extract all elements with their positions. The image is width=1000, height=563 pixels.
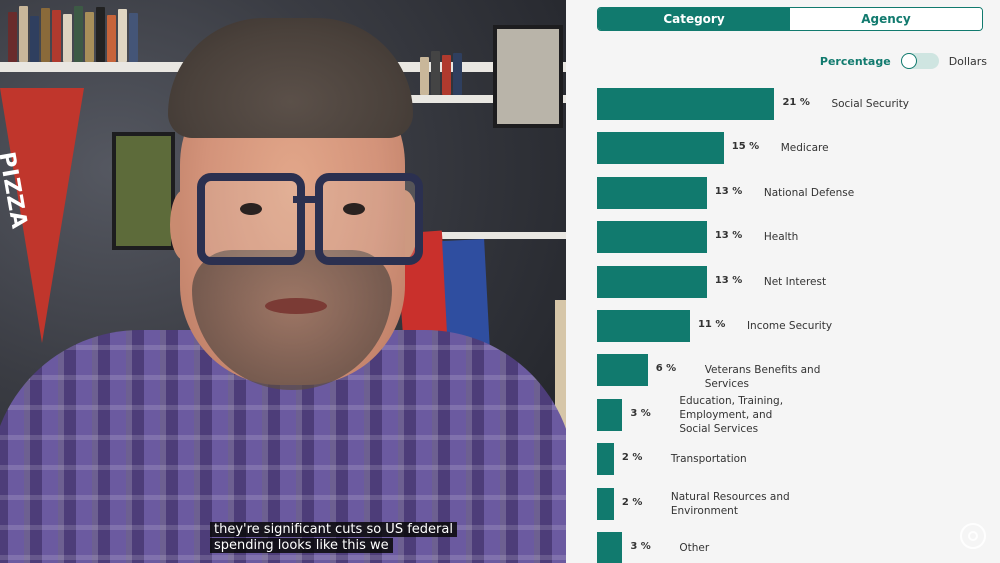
video-frame: PIZZA they're significant cuts so US fed… [0,0,566,563]
hair [168,18,413,138]
bar-value-label: 3 % [630,541,651,552]
eye [343,203,365,215]
bar-category-label: Health [763,231,799,244]
bar-value-label: 6 % [655,363,677,375]
picture-frame [493,25,563,128]
toggle-label-dollars[interactable]: Dollars [948,54,987,68]
circle-emblem-icon [960,523,986,549]
bookshelf [420,232,566,239]
bookshelf [400,95,566,103]
tab-category[interactable]: Category [598,8,790,30]
view-tabs: Category Agency [597,7,983,31]
picture-frame [112,132,175,250]
glasses-lens-left [197,173,305,265]
bar-value-label: 3 % [630,407,651,419]
bar-category-label: Income Security [746,320,833,332]
books [420,50,462,95]
bar-value-label: 13 % [714,230,743,242]
bar-value-label: 11 % [697,319,726,330]
bar-value-label: 13 % [714,274,743,286]
bar-value-label: 13 % [714,185,743,197]
bar[interactable] [597,132,724,165]
mouth [265,298,327,314]
tab-agency[interactable]: Agency [790,8,982,30]
pizza-pennant [0,88,84,343]
books [8,4,138,62]
bar[interactable] [597,354,648,387]
toggle-label-percentage[interactable]: Percentage [819,54,891,68]
bar-value-label: 21 % [782,97,810,108]
bar[interactable] [597,221,707,254]
bar-category-label: National Defense [763,186,855,199]
unit-toggle: Percentage Dollars [820,53,987,69]
percentage-dollars-switch[interactable] [900,53,939,69]
bar[interactable] [597,265,707,298]
switch-knob [900,53,917,69]
caption-line-2: spending looks like this we [210,538,393,553]
bar[interactable] [597,443,614,476]
bar-category-label: Natural Resources and Environment [670,490,790,517]
bar[interactable] [597,532,623,563]
bar-category-label: Net Interest [763,275,827,288]
eye [240,203,262,215]
bar-category-label: Veterans Benefits and Services [704,364,821,391]
caption-line-1: they're significant cuts so US federal [210,522,457,537]
bar-value-label: 15 % [731,141,760,153]
bar[interactable] [597,487,614,520]
bar-category-label: Transportation [670,453,747,466]
bar-category-label: Social Security [831,98,910,110]
bar[interactable] [597,88,775,120]
bar-value-label: 2 % [621,452,643,464]
bar-chart: 21 % Social Security 15 % Medicare 13 % Natio… [566,0,1000,563]
bar-category-label: Other [679,542,710,554]
glasses-bridge [293,196,323,203]
bar[interactable] [597,176,707,209]
bar-category-label: Education, Training, Employment, and Soc… [679,394,784,435]
bar-category-label: Medicare [780,142,829,155]
glasses-lens-right [315,173,423,265]
spending-chart-panel: Category Agency Percentage Dollars 21 % S… [566,0,1000,563]
bar-value-label: 2 % [621,496,643,508]
bar[interactable] [597,310,690,342]
bar[interactable] [597,398,623,431]
